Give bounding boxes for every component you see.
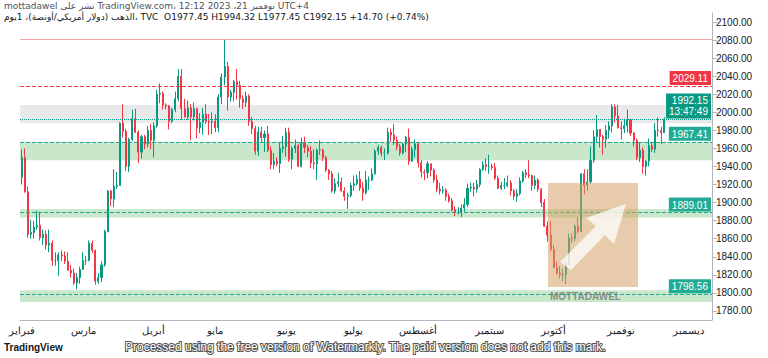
svg-text:1960.00: 1960.00 [716, 143, 753, 154]
svg-text:مايو: مايو [206, 325, 223, 337]
svg-text:أكتوبر: أكتوبر [540, 324, 566, 337]
svg-text:1889.01: 1889.01 [672, 200, 709, 211]
svg-text:13:47:49: 13:47:49 [669, 106, 708, 117]
svg-text:يونيو: يونيو [276, 325, 296, 337]
svg-text:1940.00: 1940.00 [716, 161, 753, 172]
svg-text:2080.00: 2080.00 [716, 35, 753, 46]
svg-text:2100.00: 2100.00 [716, 17, 753, 28]
svg-text:الذهب (دولار أمريكي/أونصة)، 1ي: الذهب (دولار أمريكي/أونصة)، 1يوم، TVC O1… [4, 11, 429, 22]
svg-text:2040.00: 2040.00 [716, 71, 753, 82]
svg-text:mottadawel نشر على TradingView: mottadawel نشر على TradingView.com، نوفم… [4, 1, 309, 11]
svg-text:1798.56: 1798.56 [672, 281, 709, 292]
svg-text:1800.00: 1800.00 [716, 287, 753, 298]
svg-text:أغسطس: أغسطس [399, 324, 437, 337]
svg-text:1992.15: 1992.15 [672, 95, 709, 106]
svg-text:MOTTADAWEL: MOTTADAWEL [550, 291, 621, 302]
svg-text:1900.00: 1900.00 [716, 197, 753, 208]
svg-text:TradingView: TradingView [4, 342, 63, 353]
svg-text:2020.00: 2020.00 [716, 89, 753, 100]
svg-text:2060.00: 2060.00 [716, 53, 753, 64]
svg-text:سبتمبر: سبتمبر [474, 325, 504, 337]
svg-text:مارس: مارس [71, 325, 96, 337]
svg-text:1840.00: 1840.00 [716, 251, 753, 262]
svg-text:1780.00: 1780.00 [716, 305, 753, 316]
svg-text:Processed using the free versi: Processed using the free version of Wate… [125, 340, 606, 354]
svg-text:ديسمبر: ديسمبر [672, 325, 704, 337]
svg-text:أبريل: أبريل [142, 324, 165, 337]
svg-text:نوفمبر: نوفمبر [606, 325, 635, 337]
svg-text:يوليو: يوليو [343, 325, 363, 337]
svg-text:فبراير: فبراير [8, 325, 35, 337]
svg-text:1860.00: 1860.00 [716, 233, 753, 244]
svg-text:1967.41: 1967.41 [672, 129, 709, 140]
svg-text:1880.00: 1880.00 [716, 215, 753, 226]
svg-text:1920.00: 1920.00 [716, 179, 753, 190]
svg-text:2000.00: 2000.00 [716, 107, 753, 118]
svg-text:1980.00: 1980.00 [716, 125, 753, 136]
svg-text:1820.00: 1820.00 [716, 269, 753, 280]
svg-text:2029.11: 2029.11 [673, 73, 709, 84]
